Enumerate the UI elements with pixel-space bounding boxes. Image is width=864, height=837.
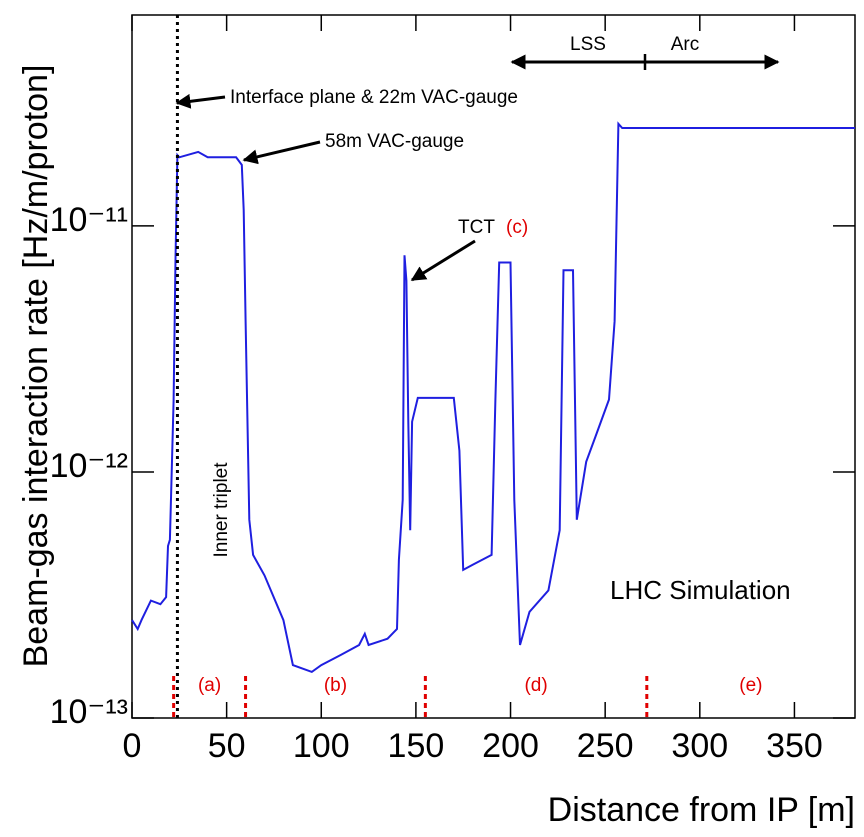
annotation: Interface plane & 22m VAC-gauge: [230, 87, 518, 108]
x-tick-label: 150: [388, 727, 445, 765]
x-axis-title: Distance from IP [m]: [548, 791, 855, 829]
region-label: (e): [739, 675, 762, 696]
annotation: 58m VAC-gauge: [325, 131, 464, 152]
annotation-arrow: [175, 93, 226, 109]
x-tick-label: 250: [577, 727, 634, 765]
annotation: LSS: [570, 34, 606, 55]
region-label: (d): [524, 675, 547, 696]
y-tick-label: 10⁻¹²: [50, 447, 128, 485]
annotation: TCT: [458, 217, 495, 238]
x-tick-label: 50: [208, 727, 246, 765]
x-tick-label: 200: [482, 727, 539, 765]
region-label: (b): [324, 675, 347, 696]
annotation: Inner triplet: [211, 462, 232, 558]
region-label: (c): [506, 217, 528, 238]
region-label: (a): [198, 675, 221, 696]
x-tick-label: 350: [766, 727, 823, 765]
annotation-arrow: [410, 239, 476, 282]
x-tick-label: 300: [671, 727, 728, 765]
annotation-arrow: [242, 140, 321, 165]
x-tick-label: 100: [293, 727, 350, 765]
x-tick-label: 0: [123, 727, 142, 765]
plot-frame: [131, 14, 856, 719]
y-tick-label: 10⁻¹³: [50, 693, 128, 731]
annotation: Arc: [671, 34, 700, 55]
y-tick-label: 10⁻¹¹: [50, 201, 128, 239]
annotation: LHC Simulation: [610, 575, 791, 605]
y-axis-title: Beam-gas interaction rate [Hz/m/proton]: [17, 65, 55, 668]
